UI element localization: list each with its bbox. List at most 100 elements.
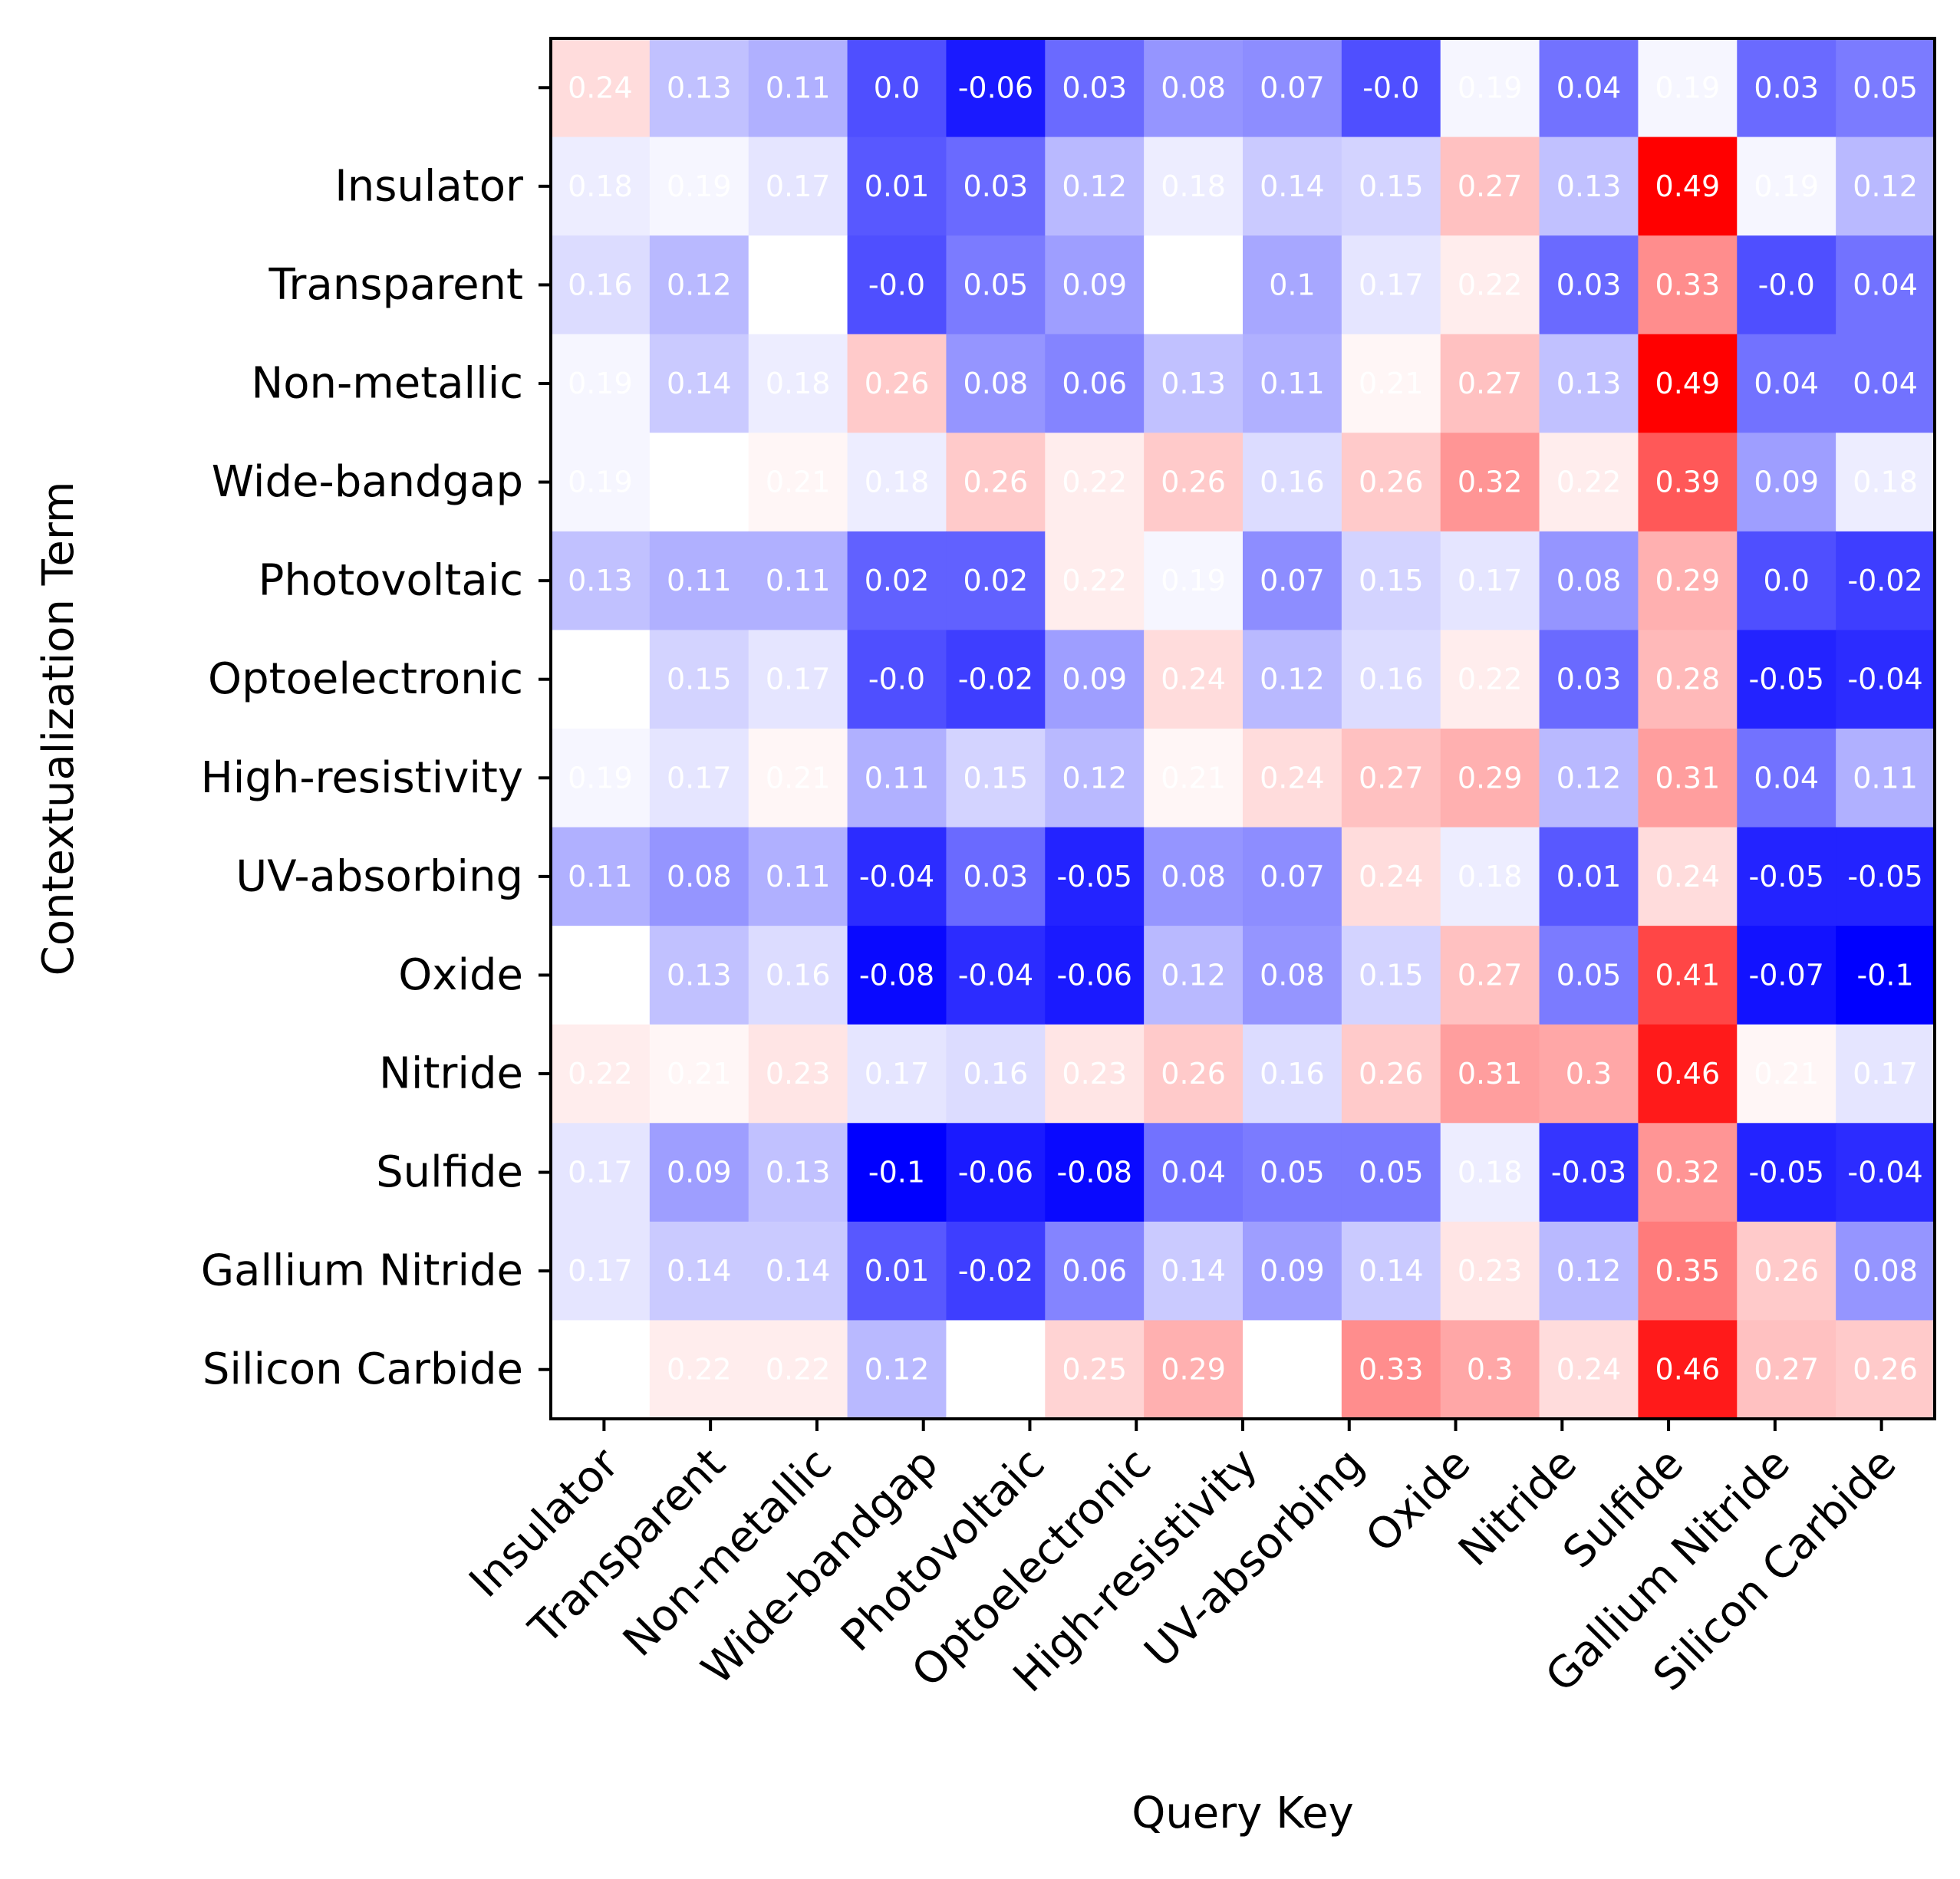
heatmap-cell xyxy=(1737,827,1836,926)
cell-value-label: 0.2 xyxy=(973,1353,1019,1387)
cell-value-label: 0.11 xyxy=(1853,761,1918,795)
heatmap-cell xyxy=(1836,926,1935,1025)
heatmap-cell xyxy=(1638,827,1738,926)
heatmap-cell xyxy=(748,137,848,236)
cell-value-label: 0.22 xyxy=(1556,466,1622,499)
heatmap-cell xyxy=(1341,1320,1441,1420)
cell-value-label: 0.13 xyxy=(1556,367,1622,400)
heatmap-cell xyxy=(1440,630,1540,729)
heatmap-cell xyxy=(1144,38,1244,138)
heatmap-cell xyxy=(649,729,749,828)
cell-value-label: 0.23 xyxy=(766,1057,831,1091)
heatmap-cell xyxy=(1737,137,1836,236)
cell-value-label: 0.2 xyxy=(577,663,623,696)
cell-value-label: 0.13 xyxy=(766,1156,831,1190)
cell-value-label: 0.08 xyxy=(1161,860,1226,893)
heatmap-cell xyxy=(649,137,749,236)
cell-value-label: 0.24 xyxy=(1556,1353,1622,1387)
cell-value-label: 0.15 xyxy=(1359,958,1424,992)
cell-value-label: 0.01 xyxy=(865,1254,930,1288)
heatmap-cell xyxy=(1539,630,1639,729)
heatmap-cell xyxy=(1836,1221,1935,1321)
cell-value-label: 0.21 xyxy=(1161,761,1226,795)
cell-value-label: -0.02 xyxy=(958,1254,1033,1288)
cell-value-label: 0.27 xyxy=(1359,761,1424,795)
heatmap-cell xyxy=(649,827,749,926)
cell-value-label: 0.03 xyxy=(1556,268,1622,301)
cell-value-label: 0.19 xyxy=(568,761,633,795)
cell-value-label: 0.32 xyxy=(1655,1156,1721,1190)
heatmap-cell xyxy=(1539,531,1639,631)
cell-value-label: -0.06 xyxy=(1057,958,1132,992)
heatmap-cell xyxy=(1539,38,1639,138)
heatmap-cell xyxy=(1539,1024,1639,1124)
heatmap-cell xyxy=(748,1024,848,1124)
cell-value-label: 0.17 xyxy=(1853,1057,1918,1091)
cell-value-label: 0.18 xyxy=(1853,466,1918,499)
heatmap-cell xyxy=(1341,1221,1441,1321)
heatmap-cell xyxy=(1737,531,1836,631)
heatmap-cell xyxy=(1341,1123,1441,1223)
cell-value-label: 0.39 xyxy=(1655,466,1721,499)
cell-value-label: 0.05 xyxy=(1260,1156,1325,1190)
heatmap-cell xyxy=(946,926,1046,1025)
cell-value-label: 0.1 xyxy=(1269,268,1315,301)
heatmap-cell xyxy=(748,827,848,926)
cell-value-label: 0.19 xyxy=(1161,564,1226,597)
heatmap-cell xyxy=(1836,729,1935,828)
heatmap-cell xyxy=(847,531,947,631)
cell-value-label: 0.15 xyxy=(667,663,732,696)
heatmap-cell xyxy=(946,531,1046,631)
heatmap-cell xyxy=(1440,729,1540,828)
heatmap-cell xyxy=(1045,926,1145,1025)
cell-value-label: 0.03 xyxy=(964,860,1029,893)
heatmap-cell xyxy=(748,1123,848,1223)
cell-value-label: 0.26 xyxy=(1754,1254,1819,1288)
heatmap-cell xyxy=(1440,1123,1540,1223)
cell-value-label: -0.1 xyxy=(868,1156,925,1190)
cell-value-label: 0.04 xyxy=(1853,268,1918,301)
cell-value-label: 0.14 xyxy=(667,1254,732,1288)
heatmap-cell xyxy=(1341,235,1441,335)
cell-value-label: 0.03 xyxy=(1754,71,1819,104)
heatmap-cell xyxy=(1045,827,1145,926)
heatmap-cell xyxy=(1737,433,1836,532)
cell-value-label: 0.35 xyxy=(1655,1254,1721,1288)
heatmap-cell xyxy=(551,729,651,828)
heatmap-cell xyxy=(1539,729,1639,828)
heatmap-cell xyxy=(946,630,1046,729)
cell-value-label: 0.04 xyxy=(1161,1156,1226,1190)
cell-value-label: -0.02 xyxy=(958,663,1033,696)
heatmap-cell xyxy=(1243,926,1342,1025)
heatmap-cell xyxy=(1638,433,1738,532)
cell-value-label: 0.26 xyxy=(1359,1057,1424,1091)
heatmap-cell xyxy=(1144,1024,1244,1124)
heatmap-cell xyxy=(1638,137,1738,236)
heatmap-cell xyxy=(1737,38,1836,138)
cell-value-label: 0.2 xyxy=(1170,268,1216,301)
heatmap-cell xyxy=(649,1024,749,1124)
heatmap-cell xyxy=(946,1123,1046,1223)
heatmap-cell xyxy=(1836,531,1935,631)
heatmap-cell xyxy=(1440,531,1540,631)
heatmap-cell xyxy=(946,729,1046,828)
heatmap-cell xyxy=(847,334,947,433)
cell-value-label: -0.04 xyxy=(1847,663,1922,696)
cell-value-label: 0.11 xyxy=(865,761,930,795)
cell-value-label: 0.26 xyxy=(1359,466,1424,499)
heatmap-cell xyxy=(847,729,947,828)
cell-value-label: 0.16 xyxy=(1260,466,1325,499)
cell-value-label: -0.04 xyxy=(1847,1156,1922,1190)
heatmap-cell xyxy=(1243,235,1342,335)
heatmap-cell xyxy=(1638,38,1738,138)
cell-value-label: 0.19 xyxy=(1655,71,1721,104)
cell-value-label: 0.19 xyxy=(667,169,732,203)
heatmap-cell xyxy=(946,1320,1046,1420)
heatmap-cell xyxy=(649,433,749,532)
y-tick-label: Oxide xyxy=(398,950,523,1000)
heatmap-cell xyxy=(1341,926,1441,1025)
cell-value-label: 0.14 xyxy=(667,367,732,400)
cell-value-label: 0.19 xyxy=(1458,71,1523,104)
heatmap-cell xyxy=(1440,433,1540,532)
